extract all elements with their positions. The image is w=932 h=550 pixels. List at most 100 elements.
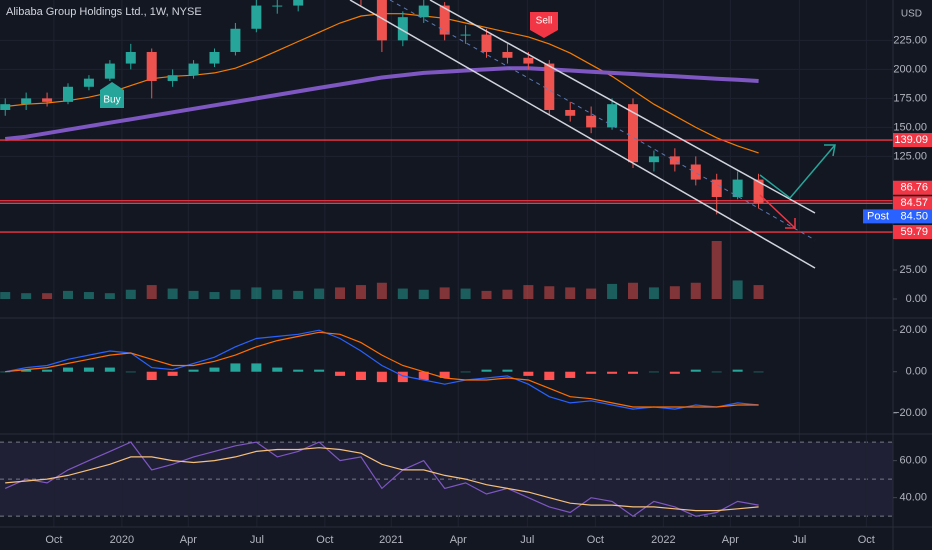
plot-area: Buy Sell xyxy=(0,0,893,527)
y-tick-label: −20.00 xyxy=(893,407,927,419)
candle-body xyxy=(481,34,492,52)
macd-histogram xyxy=(418,371,429,381)
post-value-bg xyxy=(893,209,932,224)
macd-histogram xyxy=(188,369,199,372)
y-tick-label: 20.00 xyxy=(899,324,927,336)
macd-histogram xyxy=(63,367,74,372)
macd-histogram xyxy=(293,369,304,372)
x-tick-label: 2022 xyxy=(651,534,675,546)
candle-body xyxy=(753,179,764,203)
candle-body xyxy=(690,164,701,180)
x-tick-label: Oct xyxy=(587,534,604,546)
x-tick-label: Jul xyxy=(792,534,806,546)
candle-body xyxy=(711,179,722,197)
candle-body xyxy=(648,156,659,163)
price-label: 86.76 xyxy=(900,182,928,194)
volume-bar xyxy=(586,288,597,299)
macd-histogram xyxy=(523,371,534,376)
x-tick-label: Oct xyxy=(316,534,333,546)
x-tick-label: Apr xyxy=(180,534,197,546)
channel-line xyxy=(349,0,816,269)
x-tick-label: Oct xyxy=(858,534,875,546)
rsi-line xyxy=(4,441,759,517)
channel-line xyxy=(429,0,816,214)
price-label: 84.57 xyxy=(900,197,928,209)
volume-bar xyxy=(188,290,199,299)
macd-histogram xyxy=(83,367,94,372)
macd-histogram xyxy=(544,371,555,381)
macd-histogram xyxy=(711,371,722,373)
macd-histogram xyxy=(481,369,492,372)
macd-histogram xyxy=(104,367,115,372)
candle-body xyxy=(418,5,429,18)
volume-bar xyxy=(83,292,94,299)
candle-body xyxy=(523,57,534,64)
candle-body xyxy=(230,28,241,52)
buy-signal xyxy=(100,82,124,108)
candle-body xyxy=(397,17,408,41)
volume-bar xyxy=(607,283,618,299)
volume-bar xyxy=(544,286,555,299)
macd-histogram xyxy=(355,371,366,381)
chart-title: Alibaba Group Holdings Ltd., 1W, NYSE xyxy=(6,6,202,18)
candle-body xyxy=(21,98,32,105)
macd-histogram xyxy=(21,369,32,372)
macd-histogram xyxy=(732,369,743,372)
currency: USD xyxy=(901,9,922,20)
candle-body xyxy=(502,51,513,58)
macd-histogram xyxy=(690,369,701,372)
candle-body xyxy=(167,75,178,81)
volume-bar xyxy=(63,290,74,299)
macd-histogram xyxy=(502,369,513,372)
volume-bar xyxy=(481,290,492,299)
volume-bar xyxy=(397,288,408,299)
rsi-band-fill xyxy=(0,442,893,517)
y-tick-label: 0.00 xyxy=(906,293,927,305)
sell-label: Sell xyxy=(536,16,553,27)
x-tick-label: 2021 xyxy=(379,534,403,546)
x-tick-label: Apr xyxy=(450,534,467,546)
macd-histogram xyxy=(167,371,178,376)
post-value: 84.50 xyxy=(900,210,928,222)
volume-bar xyxy=(355,285,366,299)
macd-histogram xyxy=(627,371,638,374)
candle-body xyxy=(63,86,74,102)
rsi-line xyxy=(5,447,759,512)
macd-histogram xyxy=(230,363,241,372)
price-label-bg xyxy=(893,133,932,148)
arrow-head xyxy=(785,218,796,229)
volume-bar xyxy=(439,287,450,299)
macd-histogram xyxy=(397,371,408,383)
price-label-bg xyxy=(893,225,932,240)
macd-histogram xyxy=(42,369,53,372)
candle-body xyxy=(42,98,53,102)
macd-histogram xyxy=(125,371,136,373)
y-tick-label: 225.00 xyxy=(893,34,927,46)
projection-up xyxy=(759,144,836,200)
candle-body xyxy=(125,51,136,64)
candle-body xyxy=(146,51,157,81)
y-tick-label: 125.00 xyxy=(893,150,927,162)
volume-bar xyxy=(251,287,262,299)
volume-bar xyxy=(104,293,115,299)
volume-bar xyxy=(42,293,53,299)
macd-histogram xyxy=(753,371,764,373)
volume-bar xyxy=(146,285,157,299)
volume-bar xyxy=(627,282,638,299)
x-tick-label: Apr xyxy=(722,534,739,546)
candle-body xyxy=(565,109,576,116)
macd-histogram xyxy=(439,371,450,378)
candle-body xyxy=(209,51,220,64)
x-tick-label: 2020 xyxy=(110,534,134,546)
macd-histogram xyxy=(648,371,659,373)
macd-histogram xyxy=(209,367,220,372)
x-tick-label: Jul xyxy=(520,534,534,546)
y-tick-label: 200.00 xyxy=(893,63,927,75)
volume-bar xyxy=(335,287,346,299)
volume-bar xyxy=(0,292,11,299)
candle-body xyxy=(188,63,199,76)
price-label: 59.79 xyxy=(900,226,928,238)
volume-bar xyxy=(418,289,429,299)
volume-bar xyxy=(209,292,220,299)
